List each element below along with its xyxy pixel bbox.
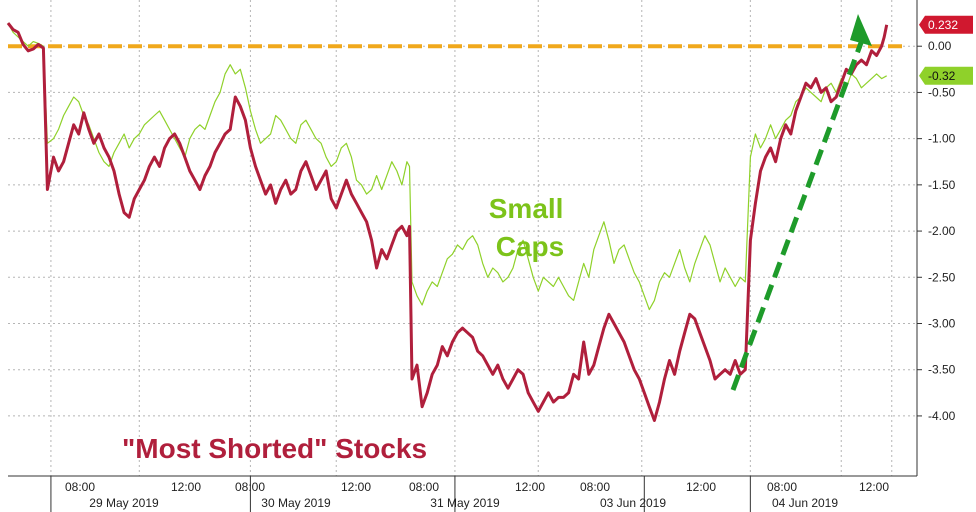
trend-arrow-shaft	[730, 39, 865, 391]
y-tick-label-3: -1.50	[928, 178, 956, 192]
y-tick-label-0: 0.00	[928, 39, 952, 53]
x-time-label-6: 08:00	[580, 480, 610, 494]
x-time-label-5: 12:00	[515, 480, 545, 494]
x-time-label-2: 08:00	[235, 480, 265, 494]
y-axis-tick-labels: 0.00 -0.50 -1.00 -1.50 -2.00 -2.50 -3.00 -3.50 -…	[928, 39, 956, 423]
small-caps-label: Small Caps	[489, 193, 571, 262]
x-axis-time-labels: 08:00 12:00 08:00 12:00 08:00 12:00 08:00 12:00…	[65, 480, 889, 494]
series-layer	[6, 22, 889, 422]
x-date-label-0: 29 May 2019	[89, 496, 159, 510]
x-time-label-1: 12:00	[171, 480, 201, 494]
x-time-label-7: 12:00	[686, 480, 716, 494]
badge-most-shorted-bg	[919, 15, 973, 34]
last-value-badges: 0.232 -0.32	[919, 15, 973, 85]
y-tick-label-7: -3.50	[928, 363, 956, 377]
axes	[8, 0, 922, 512]
x-time-label-3: 12:00	[341, 480, 371, 494]
y-tick-label-2: -1.00	[928, 132, 956, 146]
small-caps-label-line-2: Caps	[496, 231, 564, 262]
small-caps-label-line-1: Small	[489, 193, 564, 224]
x-date-label-2: 31 May 2019	[430, 496, 500, 510]
y-tick-label-6: -3.00	[928, 316, 956, 330]
series-line-small-caps	[7, 22, 887, 311]
y-tick-label-8: -4.00	[928, 409, 956, 423]
trend-arrow-layer	[730, 14, 872, 391]
x-axis-date-labels: 29 May 2019 30 May 2019 31 May 2019 03 Jun …	[89, 496, 838, 510]
y-tick-label-4: -2.00	[928, 224, 956, 238]
most-shorted-label: "Most Shorted" Stocks	[122, 433, 427, 464]
x-time-label-9: 12:00	[859, 480, 889, 494]
x-date-label-1: 30 May 2019	[261, 496, 331, 510]
x-time-label-4: 08:00	[409, 480, 439, 494]
x-date-label-4: 04 Jun 2019	[772, 496, 838, 510]
x-date-label-3: 03 Jun 2019	[600, 496, 666, 510]
series-line-most-shorted	[6, 22, 889, 422]
grid-lines	[8, 0, 917, 476]
x-time-label-8: 08:00	[767, 480, 797, 494]
badge-small-caps-value: -0.32	[928, 69, 956, 83]
badge-most-shorted-value: 0.232	[928, 18, 958, 32]
x-time-label-0: 08:00	[65, 480, 95, 494]
y-tick-label-1: -0.50	[928, 85, 956, 99]
y-tick-label-5: -2.50	[928, 270, 956, 284]
badge-small-caps-bg	[919, 66, 973, 85]
trend-arrow-head	[850, 14, 872, 46]
